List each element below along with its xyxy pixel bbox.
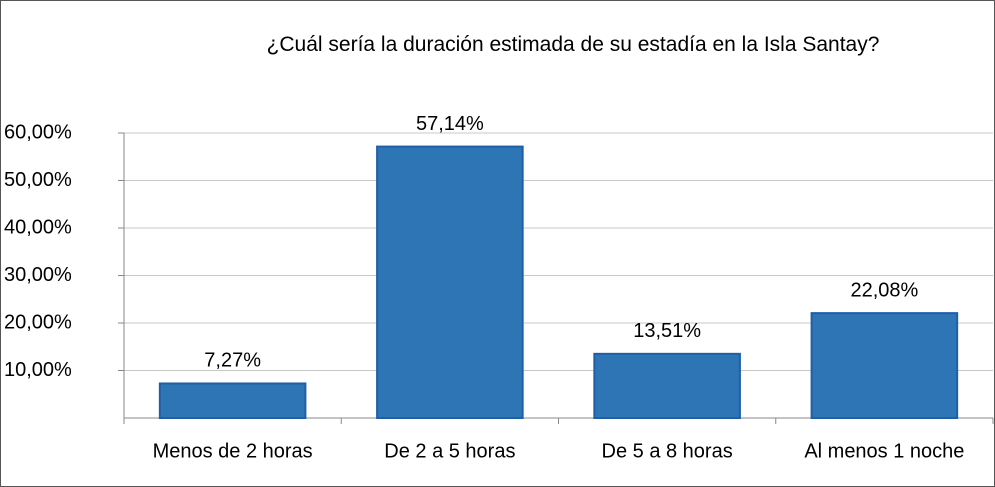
y-tick-label: 60,00% xyxy=(4,121,72,143)
x-tick-label: Al menos 1 noche xyxy=(804,440,964,462)
y-tick-label: 30,00% xyxy=(4,264,72,286)
data-label: 22,08% xyxy=(850,279,918,301)
x-tick-label: De 5 a 8 horas xyxy=(602,440,733,462)
data-label: 13,51% xyxy=(633,320,701,342)
y-tick-label: 20,00% xyxy=(4,311,72,333)
data-label: 7,27% xyxy=(204,350,261,372)
x-tick-label: Menos de 2 horas xyxy=(153,440,313,462)
bar xyxy=(158,382,307,419)
chart-title: ¿Cuál sería la duración estimada de su e… xyxy=(266,33,880,56)
data-label: 57,14% xyxy=(416,113,484,135)
bar xyxy=(593,352,741,420)
x-tick-label: De 2 a 5 horas xyxy=(384,440,515,462)
bar xyxy=(376,145,524,420)
y-tick-label: 50,00% xyxy=(4,169,72,191)
y-tick-label: 10,00% xyxy=(4,359,72,381)
bar xyxy=(810,312,959,419)
y-tick-label: 40,00% xyxy=(4,216,72,238)
